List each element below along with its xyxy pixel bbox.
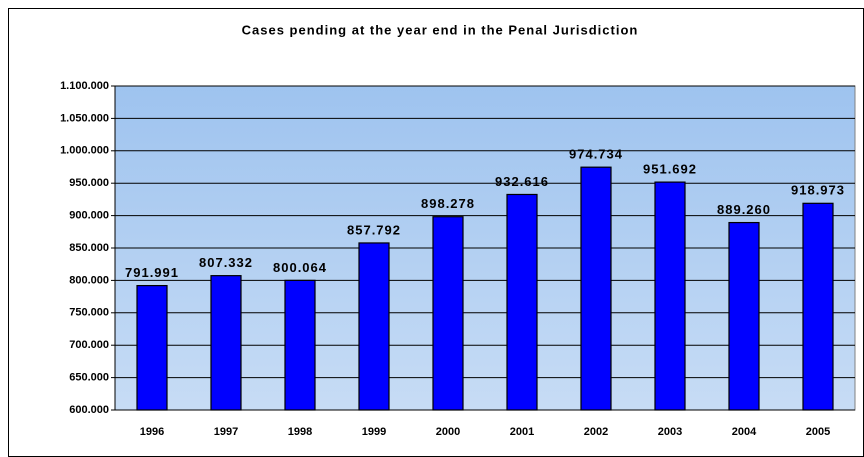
value-label: 951.692 xyxy=(643,162,697,177)
value-label: 791.991 xyxy=(125,265,179,280)
bar xyxy=(284,279,316,411)
bar xyxy=(728,221,760,411)
value-label: 857.792 xyxy=(347,222,401,237)
x-tick-label: 1998 xyxy=(288,426,312,438)
x-tick-label: 1996 xyxy=(140,426,164,438)
x-tick-label: 2001 xyxy=(510,426,534,438)
bar xyxy=(432,216,464,411)
value-label: 898.278 xyxy=(421,196,475,211)
x-tick-label: 2000 xyxy=(436,426,460,438)
value-label: 889.260 xyxy=(717,202,771,217)
value-label: 918.973 xyxy=(791,183,845,198)
y-tick-label: 1.000.000 xyxy=(60,145,109,157)
bar xyxy=(136,284,168,411)
x-tick-label: 2004 xyxy=(732,426,757,438)
y-tick-label: 900.000 xyxy=(69,210,109,222)
y-tick-label: 600.000 xyxy=(69,404,109,416)
y-tick-label: 850.000 xyxy=(69,242,109,254)
bar xyxy=(210,275,242,411)
value-label: 800.064 xyxy=(273,260,327,275)
value-label: 932.616 xyxy=(495,174,549,189)
x-tick-label: 1999 xyxy=(362,426,386,438)
x-tick-label: 2005 xyxy=(806,426,830,438)
y-tick-label: 800.000 xyxy=(69,274,109,286)
y-tick-label: 700.000 xyxy=(69,339,109,351)
y-tick-label: 950.000 xyxy=(69,177,109,189)
bar xyxy=(802,202,834,411)
value-label: 974.734 xyxy=(569,147,623,162)
value-label: 807.332 xyxy=(199,255,253,270)
y-tick-label: 650.000 xyxy=(69,372,109,384)
x-tick-label: 2003 xyxy=(658,426,682,438)
bar xyxy=(580,166,612,411)
chart-title: Cases pending at the year end in the Pen… xyxy=(242,22,639,37)
bar xyxy=(654,181,686,411)
y-tick-label: 750.000 xyxy=(69,307,109,319)
x-tick-label: 1997 xyxy=(214,426,238,438)
x-tick-label: 2002 xyxy=(584,426,608,438)
bar xyxy=(506,193,538,411)
y-tick-label: 1.100.000 xyxy=(60,80,109,92)
bar xyxy=(358,242,390,411)
y-tick-label: 1.050.000 xyxy=(60,112,109,124)
